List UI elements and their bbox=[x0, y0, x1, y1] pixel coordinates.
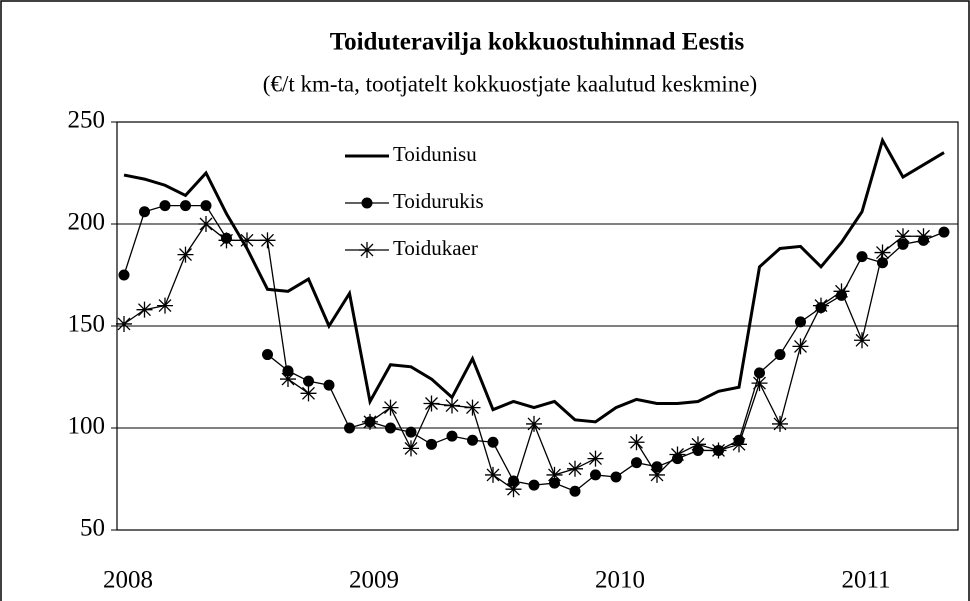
chart-subtitle: (€/t km-ta, tootjatelt kokkuostjate kaal… bbox=[263, 71, 757, 96]
point bbox=[628, 434, 645, 451]
point bbox=[344, 422, 355, 434]
point bbox=[772, 415, 788, 432]
point bbox=[856, 251, 868, 263]
plot-area bbox=[116, 121, 959, 531]
point bbox=[631, 457, 642, 469]
point bbox=[526, 415, 542, 432]
point bbox=[587, 450, 604, 467]
chart-title: Toiduteravilja kokkuostuhinnad Eestis bbox=[330, 29, 745, 56]
point bbox=[200, 200, 212, 212]
point bbox=[118, 269, 130, 281]
point bbox=[546, 466, 563, 483]
point bbox=[464, 399, 481, 416]
point bbox=[833, 283, 850, 300]
point bbox=[795, 316, 806, 328]
point bbox=[136, 301, 153, 318]
y-tick-label: 50 bbox=[80, 515, 105, 542]
x-tick-label: 2008 bbox=[103, 567, 153, 594]
point bbox=[690, 436, 706, 453]
point bbox=[467, 434, 478, 446]
x-tick-label: 2010 bbox=[595, 567, 645, 594]
point bbox=[710, 442, 727, 459]
point bbox=[423, 395, 440, 412]
point bbox=[751, 375, 768, 392]
point bbox=[280, 371, 296, 388]
point bbox=[649, 466, 665, 483]
x-tick-label: 2009 bbox=[349, 567, 399, 594]
point bbox=[180, 200, 191, 212]
y-tick-label: 250 bbox=[68, 107, 106, 134]
point bbox=[385, 422, 396, 434]
point bbox=[897, 238, 909, 250]
point bbox=[487, 436, 499, 448]
point bbox=[915, 228, 932, 245]
point bbox=[361, 197, 373, 209]
point bbox=[116, 315, 132, 332]
legend-label: Toidurukis bbox=[393, 189, 484, 213]
point bbox=[359, 242, 375, 258]
point bbox=[403, 440, 419, 457]
point bbox=[505, 481, 522, 498]
point bbox=[485, 466, 501, 483]
y-tick-label: 150 bbox=[68, 311, 106, 338]
point bbox=[303, 375, 314, 387]
point bbox=[159, 200, 171, 212]
point bbox=[549, 477, 560, 489]
x-tick-label: 2011 bbox=[841, 567, 890, 594]
point bbox=[813, 297, 829, 314]
legend-label: Toidukaer bbox=[393, 236, 478, 260]
point bbox=[259, 232, 276, 249]
point bbox=[382, 399, 399, 416]
point bbox=[792, 338, 809, 355]
point bbox=[300, 385, 317, 402]
point bbox=[669, 446, 686, 463]
point bbox=[282, 365, 294, 377]
point bbox=[262, 349, 273, 361]
point bbox=[874, 244, 891, 261]
series-line bbox=[123, 223, 924, 491]
point bbox=[731, 436, 747, 453]
point bbox=[446, 430, 458, 442]
point bbox=[444, 397, 460, 414]
point bbox=[157, 297, 173, 314]
y-tick-label: 200 bbox=[68, 209, 106, 236]
point bbox=[895, 228, 911, 245]
point bbox=[754, 367, 765, 379]
y-tick-label: 100 bbox=[68, 413, 106, 440]
series-line bbox=[123, 204, 945, 492]
point bbox=[590, 469, 601, 481]
point bbox=[323, 379, 335, 391]
point bbox=[405, 426, 417, 438]
point bbox=[362, 413, 378, 430]
point bbox=[239, 232, 255, 249]
point bbox=[139, 206, 150, 218]
legend-label: Toidunisu bbox=[393, 142, 477, 166]
point bbox=[854, 332, 870, 349]
point bbox=[218, 232, 235, 249]
point bbox=[567, 460, 583, 477]
point bbox=[426, 438, 437, 450]
point bbox=[528, 479, 540, 491]
point bbox=[177, 246, 194, 263]
point bbox=[774, 349, 786, 361]
point bbox=[938, 226, 950, 238]
series-line bbox=[123, 136, 945, 424]
point bbox=[610, 471, 622, 483]
point bbox=[569, 485, 581, 497]
point bbox=[198, 216, 214, 232]
